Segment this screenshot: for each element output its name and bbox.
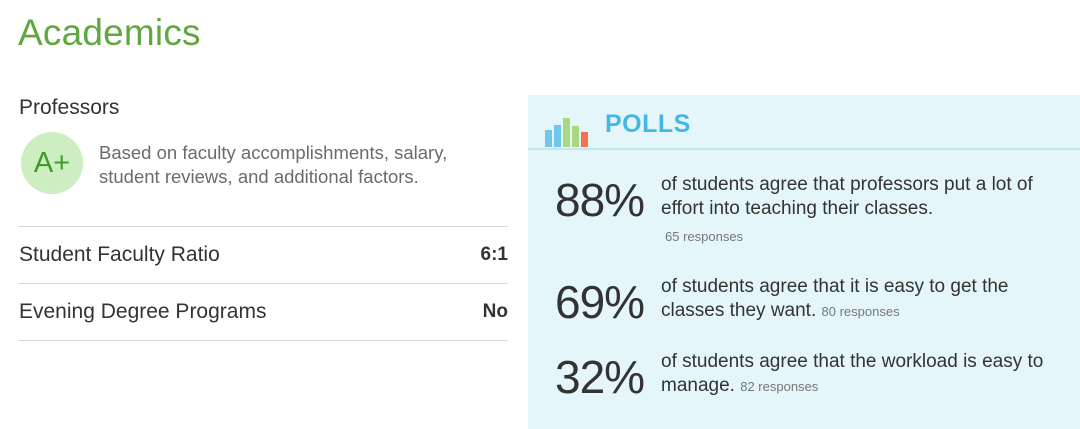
poll-statement: of students agree that it is easy to get…	[661, 276, 1009, 321]
poll-item: 88% of students agree that professors pu…	[555, 173, 1065, 253]
poll-responses: 82 responses	[740, 379, 819, 394]
poll-text: of students agree that it is easy to get…	[661, 275, 1071, 324]
professors-label: Professors	[19, 96, 120, 119]
polls-header: POLLS	[528, 95, 1080, 150]
polls-title: POLLS	[605, 110, 691, 138]
poll-percent: 88%	[555, 174, 645, 226]
stat-row-faculty-ratio: Student Faculty Ratio 6:1	[19, 226, 508, 283]
page-title: Academics	[18, 12, 201, 53]
poll-item: 32% of students agree that the workload …	[555, 350, 1065, 410]
stat-label: Student Faculty Ratio	[19, 243, 220, 266]
academics-details: Professors A+ Based on faculty accomplis…	[19, 96, 508, 341]
stat-label: Evening Degree Programs	[19, 300, 267, 323]
poll-text: of students agree that the workload is e…	[661, 350, 1071, 399]
poll-responses: 65 responses	[665, 229, 744, 244]
polls-panel: POLLS 88% of students agree that profess…	[528, 95, 1080, 429]
bar-chart-icon	[545, 118, 591, 147]
poll-responses: 80 responses	[821, 304, 900, 319]
poll-statement: of students agree that the workload is e…	[661, 351, 1044, 396]
professors-grade-badge: A+	[21, 132, 83, 194]
grade-description: Based on faculty accomplishments, salary…	[99, 142, 448, 187]
poll-text: of students agree that professors put a …	[661, 173, 1071, 249]
poll-item: 69% of students agree that it is easy to…	[555, 275, 1065, 335]
stat-row-evening-programs: Evening Degree Programs No	[19, 283, 508, 341]
stat-value: No	[482, 301, 508, 322]
poll-statement: of students agree that professors put a …	[661, 174, 1033, 219]
poll-percent: 32%	[555, 351, 645, 403]
professors-section: Professors A+ Based on faculty accomplis…	[19, 96, 508, 220]
stat-value: 6:1	[480, 244, 508, 265]
poll-percent: 69%	[555, 276, 645, 328]
